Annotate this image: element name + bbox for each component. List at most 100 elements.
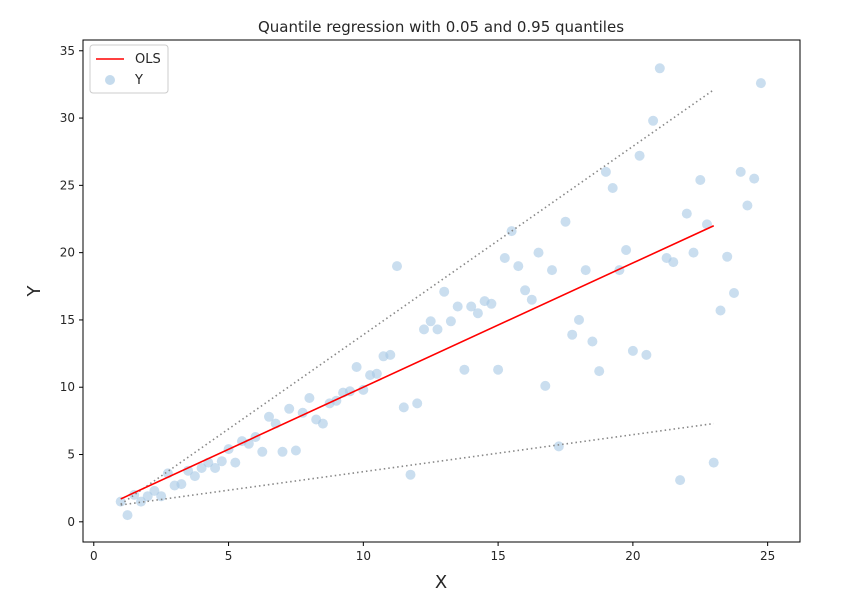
y-tick-label-5: 5 [67, 448, 75, 462]
scatter-point-47 [432, 324, 443, 335]
y-tick-label-10: 10 [60, 380, 75, 394]
scatter-point-30 [317, 418, 328, 429]
scatter-point-78 [641, 349, 652, 360]
scatter-point-80 [654, 63, 665, 74]
scatter-point-9 [176, 479, 187, 490]
scatter-point-0 [115, 496, 126, 507]
scatter-point-88 [708, 457, 719, 468]
axis-ticks: 0 5 10 15 20 25 0 5 10 15 20 25 30 35 [60, 44, 776, 563]
scatter-point-63 [540, 380, 551, 391]
scatter-point-42 [398, 402, 409, 413]
scatter-point-11 [189, 471, 200, 482]
scatter-point-58 [506, 226, 517, 237]
scatter-point-28 [304, 393, 315, 403]
x-tick-label-20: 20 [625, 549, 640, 563]
scatter-point-77 [634, 150, 645, 161]
y-tick-label-0: 0 [67, 515, 75, 529]
y-tick-label-15: 15 [60, 313, 75, 327]
scatter-point-70 [587, 336, 598, 347]
scatter-point-14 [210, 463, 221, 473]
scatter-point-93 [742, 200, 753, 211]
scatter-point-82 [668, 257, 679, 268]
plot-marks [115, 63, 766, 521]
scatter-point-3 [136, 496, 146, 507]
scatter-point-1 [122, 510, 133, 521]
scatter-point-95 [755, 78, 766, 89]
y-tick-label-30: 30 [60, 111, 75, 125]
x-tick-label-5: 5 [225, 549, 233, 563]
y-axis-label: Y [24, 285, 45, 298]
x-tick-label-25: 25 [760, 549, 775, 563]
scatter-point-52 [466, 301, 477, 312]
scatter-point-86 [695, 175, 706, 185]
scatter-point-62 [533, 247, 544, 258]
chart-title: Quantile regression with 0.05 and 0.95 q… [258, 18, 624, 36]
scatter-point-84 [681, 208, 692, 219]
legend-y-swatch [105, 75, 115, 85]
scatter-point-89 [715, 305, 726, 316]
scatter-point-22 [264, 411, 274, 422]
legend-y-label: Y [134, 73, 143, 88]
scatter-point-26 [290, 445, 301, 456]
scatter-point-91 [729, 288, 739, 298]
scatter-point-57 [499, 253, 510, 263]
quantile-line-3 [120, 422, 714, 506]
y-tick-label-20: 20 [60, 246, 75, 260]
scatter-point-67 [567, 329, 578, 340]
scatter-point-56 [493, 364, 504, 375]
scatter-point-45 [419, 324, 429, 335]
scatter-point-66 [560, 216, 571, 227]
scatter-point-61 [526, 294, 537, 305]
ols-line [120, 224, 715, 500]
scatter-point-75 [621, 245, 632, 255]
y-tick-label-35: 35 [60, 44, 75, 58]
scatter-point-43 [405, 469, 416, 480]
scatter-point-71 [594, 366, 605, 377]
y-tick-label-25: 25 [60, 178, 75, 192]
scatter-point-25 [284, 403, 295, 414]
x-tick-label-0: 0 [90, 549, 98, 563]
scatter-point-76 [627, 345, 638, 356]
scatter-point-15 [216, 456, 227, 467]
scatter-point-51 [459, 364, 470, 375]
scatter-point-55 [486, 298, 497, 309]
scatter-point-21 [257, 446, 268, 457]
plot-frame [82, 39, 801, 543]
scatter-point-85 [688, 247, 699, 258]
scatter-point-53 [472, 308, 483, 319]
scatter-point-6 [156, 491, 167, 502]
scatter-point-90 [722, 251, 733, 262]
legend-ols-label: OLS [135, 52, 161, 67]
scatter-point-92 [735, 166, 746, 177]
scatter-point-72 [600, 166, 611, 177]
quantile-line-2 [120, 89, 715, 505]
scatter-point-24 [277, 446, 288, 457]
scatter-point-79 [648, 115, 659, 126]
scatter-point-44 [412, 398, 423, 409]
scatter-point-17 [230, 457, 241, 468]
legend: OLS Y [89, 44, 169, 94]
scatter-point-49 [445, 316, 456, 327]
scatter-point-48 [439, 286, 450, 297]
scatter-point-5 [149, 485, 160, 496]
scatter-point-65 [553, 441, 564, 452]
scatter-point-83 [675, 475, 686, 486]
scatter-point-60 [520, 285, 531, 296]
scatter-point-94 [749, 173, 760, 184]
scatter-point-36 [358, 384, 369, 395]
scatter-point-64 [547, 265, 557, 276]
scatter-point-4 [142, 491, 153, 502]
scatter-point-68 [574, 314, 584, 325]
scatter-point-12 [196, 463, 207, 473]
scatter-point-35 [351, 362, 362, 372]
scatter-point-46 [425, 316, 436, 327]
scatter-point-41 [392, 261, 402, 272]
x-axis-label: X [435, 572, 447, 593]
scatter-point-40 [385, 349, 396, 360]
x-tick-label-15: 15 [490, 549, 505, 563]
scatter-point-50 [452, 301, 463, 312]
scatter-point-69 [580, 265, 591, 276]
scatter-point-27 [297, 407, 308, 418]
scatter-point-73 [607, 183, 618, 193]
